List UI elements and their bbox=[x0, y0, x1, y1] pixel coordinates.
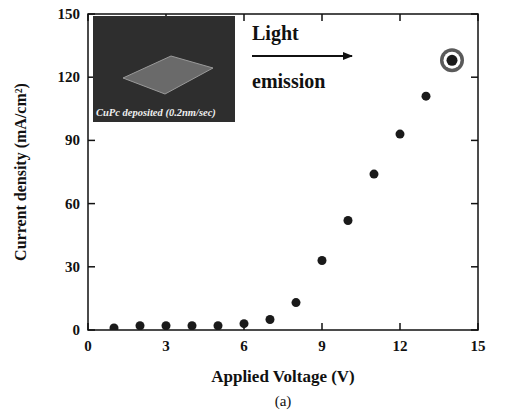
plot-marks bbox=[110, 48, 465, 330]
annotation: emission bbox=[252, 70, 325, 92]
y-tick bbox=[88, 203, 95, 205]
point bbox=[396, 130, 405, 139]
x-tick-top bbox=[321, 14, 323, 21]
x-tick-label: 15 bbox=[471, 338, 486, 354]
bullseye-point bbox=[440, 48, 464, 72]
y-tick-right bbox=[471, 203, 478, 205]
x-tick bbox=[399, 323, 401, 330]
y-tick-label: 60 bbox=[65, 196, 80, 212]
y-tick bbox=[88, 329, 95, 331]
bullseye-dot bbox=[447, 55, 458, 66]
x-tick-top bbox=[87, 14, 89, 21]
inset-image bbox=[93, 16, 235, 122]
y-tick-right bbox=[471, 329, 478, 331]
y-tick-label: 30 bbox=[65, 259, 80, 275]
x-tick bbox=[477, 323, 479, 330]
inset-sample bbox=[123, 56, 213, 94]
y-tick-label: 0 bbox=[73, 322, 81, 338]
point bbox=[422, 92, 431, 101]
x-tick-label: 0 bbox=[84, 338, 92, 354]
point bbox=[292, 298, 301, 307]
caption: (a) bbox=[275, 393, 292, 410]
point bbox=[370, 170, 379, 179]
point bbox=[344, 216, 353, 225]
x-tick-top bbox=[243, 14, 245, 21]
point bbox=[188, 321, 197, 330]
annotation: Light bbox=[252, 22, 299, 45]
plot-frame bbox=[88, 14, 478, 330]
y-tick-label: 120 bbox=[58, 69, 81, 85]
x-tick-label: 12 bbox=[393, 338, 408, 354]
y-tick bbox=[88, 13, 95, 15]
y-tick-label: 90 bbox=[65, 132, 80, 148]
y-tick-label: 150 bbox=[58, 6, 81, 22]
bullseye-gap bbox=[444, 52, 461, 69]
x-tick bbox=[321, 323, 323, 330]
x-tick-label: 6 bbox=[240, 338, 248, 354]
x-axis-title: Applied Voltage (V) bbox=[211, 367, 355, 386]
y-tick bbox=[88, 140, 95, 142]
bullseye-ring bbox=[440, 48, 464, 72]
y-tick-right bbox=[471, 266, 478, 268]
x-tick-label: 3 bbox=[162, 338, 170, 354]
chart: 036912150306090120150Applied Voltage (V)… bbox=[0, 0, 515, 419]
point bbox=[240, 319, 249, 328]
point bbox=[136, 321, 145, 330]
annotation-arrow bbox=[252, 55, 352, 57]
point bbox=[110, 323, 119, 330]
x-tick-top bbox=[399, 14, 401, 21]
y-tick-right bbox=[471, 76, 478, 78]
y-axis-title: Current density (mA/cm²) bbox=[12, 83, 30, 261]
y-tick-right bbox=[471, 140, 478, 142]
point bbox=[214, 321, 223, 330]
x-tick bbox=[87, 323, 89, 330]
x-tick-label: 9 bbox=[318, 338, 326, 354]
x-tick-top bbox=[477, 14, 479, 21]
point bbox=[318, 256, 327, 265]
point bbox=[162, 321, 171, 330]
point bbox=[266, 315, 275, 324]
y-tick bbox=[88, 266, 95, 268]
y-tick-right bbox=[471, 13, 478, 15]
inset-label: CuPc deposited (0.2nm/sec) bbox=[96, 107, 216, 119]
